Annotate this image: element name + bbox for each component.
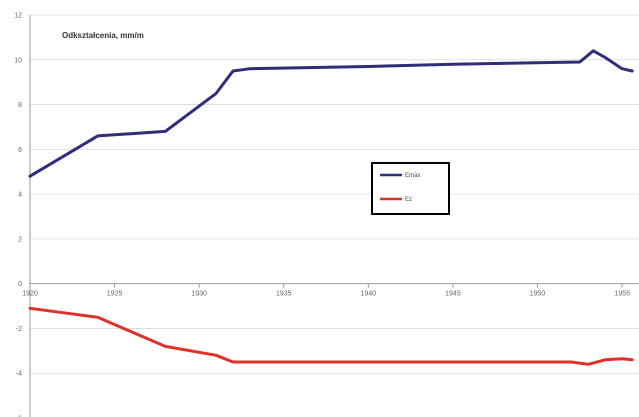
x-tick-label: 1935 (276, 291, 292, 298)
y-tick-labels: -6 -4 -2 0 2 4 6 8 10 12 (14, 13, 22, 417)
legend-box (371, 162, 450, 215)
x-tick-labels: 1920 1925 1930 1935 1940 1945 1950 1955 (22, 291, 630, 298)
y-tick-label: 10 (14, 57, 22, 64)
y-tick-label: 8 (18, 102, 22, 109)
x-tick-label: 1940 (361, 291, 377, 298)
legend-label-ez: Ez (405, 197, 412, 203)
chart-title: Odkształcenia, mm/m (62, 31, 144, 40)
x-tick-label: 1930 (191, 291, 207, 298)
y-tick-label: 12 (14, 13, 22, 20)
axes (29, 15, 639, 417)
y-tick-label: 2 (18, 236, 22, 243)
y-tick-label: 6 (18, 147, 22, 154)
x-tick-label: 1945 (445, 291, 461, 298)
series-line-emax (28, 49, 634, 178)
x-tick-label: 1955 (615, 291, 631, 298)
y-tick-label: 0 (18, 281, 22, 288)
y-tick-label: -6 (16, 416, 22, 417)
series-line-ez (28, 306, 634, 366)
y-tick-label: -2 (16, 326, 22, 333)
x-tick-label: 1950 (530, 291, 546, 298)
y-tick-label: 4 (18, 192, 22, 199)
gridlines (30, 14, 639, 374)
legend-label-emax: Emax (405, 173, 420, 179)
x-tick-label: 1920 (22, 291, 38, 298)
legend: Emax Ez (371, 162, 450, 215)
series-lines (28, 49, 634, 366)
x-tick-label: 1925 (107, 291, 123, 298)
y-tick-label: -4 (16, 371, 22, 378)
